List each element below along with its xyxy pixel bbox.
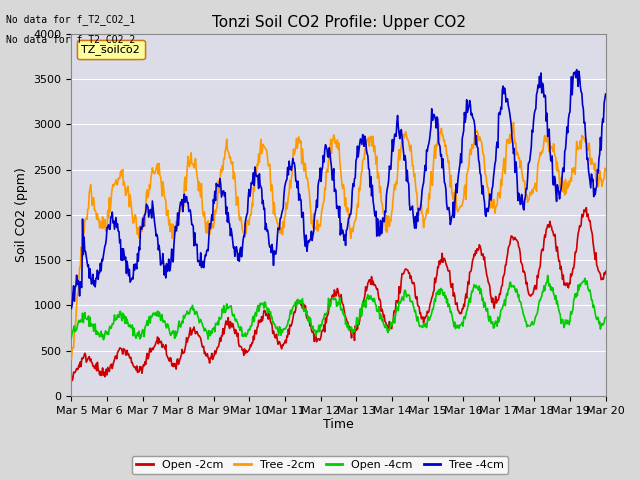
Line: Open -4cm: Open -4cm xyxy=(72,276,605,340)
Tree -2cm xyxy=(214,178,222,184)
Open -2cm xyxy=(68,373,76,379)
Tree -4cm xyxy=(214,182,222,188)
Tree -4cm xyxy=(602,91,609,97)
Tree -2cm xyxy=(419,213,427,218)
Line: Tree -2cm: Tree -2cm xyxy=(72,122,605,360)
Open -4cm xyxy=(420,321,428,326)
Tree -4cm xyxy=(77,284,85,289)
Open -2cm xyxy=(187,332,195,338)
Tree -2cm xyxy=(68,357,76,362)
Open -2cm xyxy=(602,268,609,274)
Tree -2cm xyxy=(77,244,85,250)
Tree -4cm xyxy=(68,306,76,312)
Legend: Open -2cm, Tree -2cm, Open -4cm, Tree -4cm: Open -2cm, Tree -2cm, Open -4cm, Tree -4… xyxy=(132,456,508,474)
Line: Tree -4cm: Tree -4cm xyxy=(72,70,605,309)
Tree -2cm xyxy=(602,168,609,173)
Tree -4cm xyxy=(403,168,411,173)
Open -4cm xyxy=(216,314,223,320)
X-axis label: Time: Time xyxy=(323,419,354,432)
Tree -4cm xyxy=(132,263,140,268)
Tree -2cm xyxy=(509,120,517,125)
Title: Tonzi Soil CO2 Profile: Upper CO2: Tonzi Soil CO2 Profile: Upper CO2 xyxy=(211,15,465,30)
Open -2cm xyxy=(133,363,141,369)
Open -2cm xyxy=(420,320,428,325)
Text: No data for f_T2_CO2_2: No data for f_T2_CO2_2 xyxy=(6,34,136,45)
Open -4cm xyxy=(404,292,412,298)
Text: No data for f_T2_CO2_1: No data for f_T2_CO2_1 xyxy=(6,14,136,25)
Open -2cm xyxy=(216,340,223,346)
Line: Open -2cm: Open -2cm xyxy=(72,208,605,381)
Open -4cm xyxy=(68,335,76,340)
Open -4cm xyxy=(602,314,609,320)
Tree -2cm xyxy=(132,216,140,221)
Y-axis label: Soil CO2 (ppm): Soil CO2 (ppm) xyxy=(15,168,28,262)
Open -4cm xyxy=(187,305,195,311)
Open -2cm xyxy=(78,355,86,361)
Open -2cm xyxy=(582,205,590,211)
Open -2cm xyxy=(68,378,76,384)
Open -2cm xyxy=(404,268,412,274)
Open -4cm xyxy=(133,333,141,338)
Tree -4cm xyxy=(573,67,580,72)
Tree -2cm xyxy=(403,136,411,142)
Tree -4cm xyxy=(186,207,194,213)
Open -4cm xyxy=(544,273,552,278)
Tree -2cm xyxy=(186,159,194,165)
Open -4cm xyxy=(77,317,85,323)
Tree -4cm xyxy=(419,183,427,189)
Open -4cm xyxy=(99,337,107,343)
Legend: TZ_soilco2: TZ_soilco2 xyxy=(77,39,145,60)
